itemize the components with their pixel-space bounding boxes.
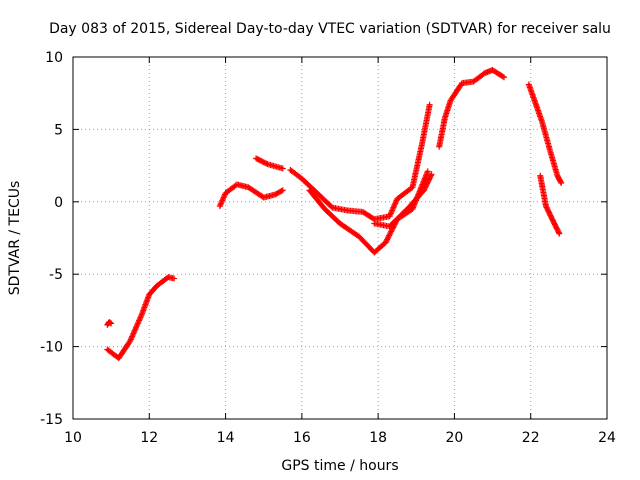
data-point [107, 319, 114, 326]
data-point [546, 211, 553, 218]
data-point [382, 239, 389, 246]
data-point [425, 177, 432, 184]
data-point [426, 175, 433, 182]
data-point [388, 228, 395, 235]
y-tick-label: 10 [45, 50, 63, 66]
data-point [547, 212, 554, 219]
data-point [548, 215, 555, 222]
data-point [424, 180, 431, 187]
data-points [104, 67, 565, 362]
y-tick-label: -15 [40, 412, 63, 428]
data-point [428, 171, 435, 178]
data-point [423, 181, 430, 188]
data-point [108, 320, 115, 327]
data-point [548, 213, 555, 220]
data-point [420, 187, 427, 194]
x-tick-label: 18 [369, 430, 387, 446]
series-s10 [537, 172, 563, 237]
data-point [384, 235, 391, 242]
x-tick-label: 14 [217, 430, 235, 446]
x-tick-label: 12 [140, 430, 158, 446]
x-tick-label: 20 [446, 430, 464, 446]
series-s7 [371, 171, 435, 230]
chart-title: Day 083 of 2015, Sidereal Day-to-day VTE… [49, 21, 611, 37]
axis-ticks [72, 56, 608, 420]
data-point [426, 176, 432, 183]
data-point [328, 203, 335, 210]
data-point [263, 160, 270, 167]
y-tick-labels: -15 -10 -5 0 5 10 [40, 50, 63, 428]
data-point [386, 232, 393, 239]
data-point [427, 173, 434, 180]
data-point [278, 187, 285, 194]
data-point [543, 204, 550, 211]
data-point [557, 178, 564, 185]
grid [73, 57, 607, 419]
series-s1 [104, 318, 115, 328]
data-point [279, 187, 286, 194]
data-point [546, 209, 553, 216]
data-point [422, 184, 429, 191]
plot-frame [72, 56, 608, 420]
data-point [499, 73, 506, 80]
series-s4 [253, 155, 286, 172]
series-s2 [104, 274, 178, 362]
data-point [422, 183, 429, 190]
data-point [388, 227, 395, 234]
data-point [384, 236, 391, 243]
series-s3 [216, 181, 286, 210]
data-point [555, 229, 562, 236]
series-s8 [436, 67, 508, 150]
data-point [544, 207, 551, 214]
x-tick-label: 10 [64, 430, 82, 446]
data-point [421, 185, 428, 192]
data-point [171, 275, 178, 282]
data-point [558, 179, 565, 186]
data-point [383, 237, 390, 244]
y-tick-label: 0 [54, 195, 63, 211]
y-tick-label: 5 [54, 122, 63, 138]
data-point [501, 74, 508, 81]
data-point [385, 233, 392, 240]
data-point [424, 168, 431, 175]
series-s5 [287, 101, 433, 223]
y-axis-label: SDTVAR / TECUs [7, 181, 23, 296]
data-point [279, 165, 286, 172]
data-point [542, 203, 549, 210]
data-point [386, 231, 393, 238]
data-point [545, 208, 552, 215]
y-tick-label: -10 [40, 340, 63, 356]
x-tick-labels: 10 12 14 16 18 20 22 24 [64, 430, 616, 446]
data-point [549, 217, 556, 224]
data-point [427, 172, 434, 179]
data-point [387, 229, 394, 236]
y-tick-label: -5 [49, 267, 63, 283]
series-s9 [525, 81, 565, 186]
data-point [549, 216, 556, 223]
data-point [556, 230, 563, 237]
data-point [424, 179, 431, 186]
data-point [426, 101, 433, 108]
x-axis-label: GPS time / hours [281, 458, 398, 474]
x-tick-label: 22 [522, 430, 540, 446]
data-point [544, 205, 551, 212]
x-tick-label: 24 [598, 430, 616, 446]
series-s6 [306, 168, 431, 256]
x-tick-label: 16 [293, 430, 311, 446]
